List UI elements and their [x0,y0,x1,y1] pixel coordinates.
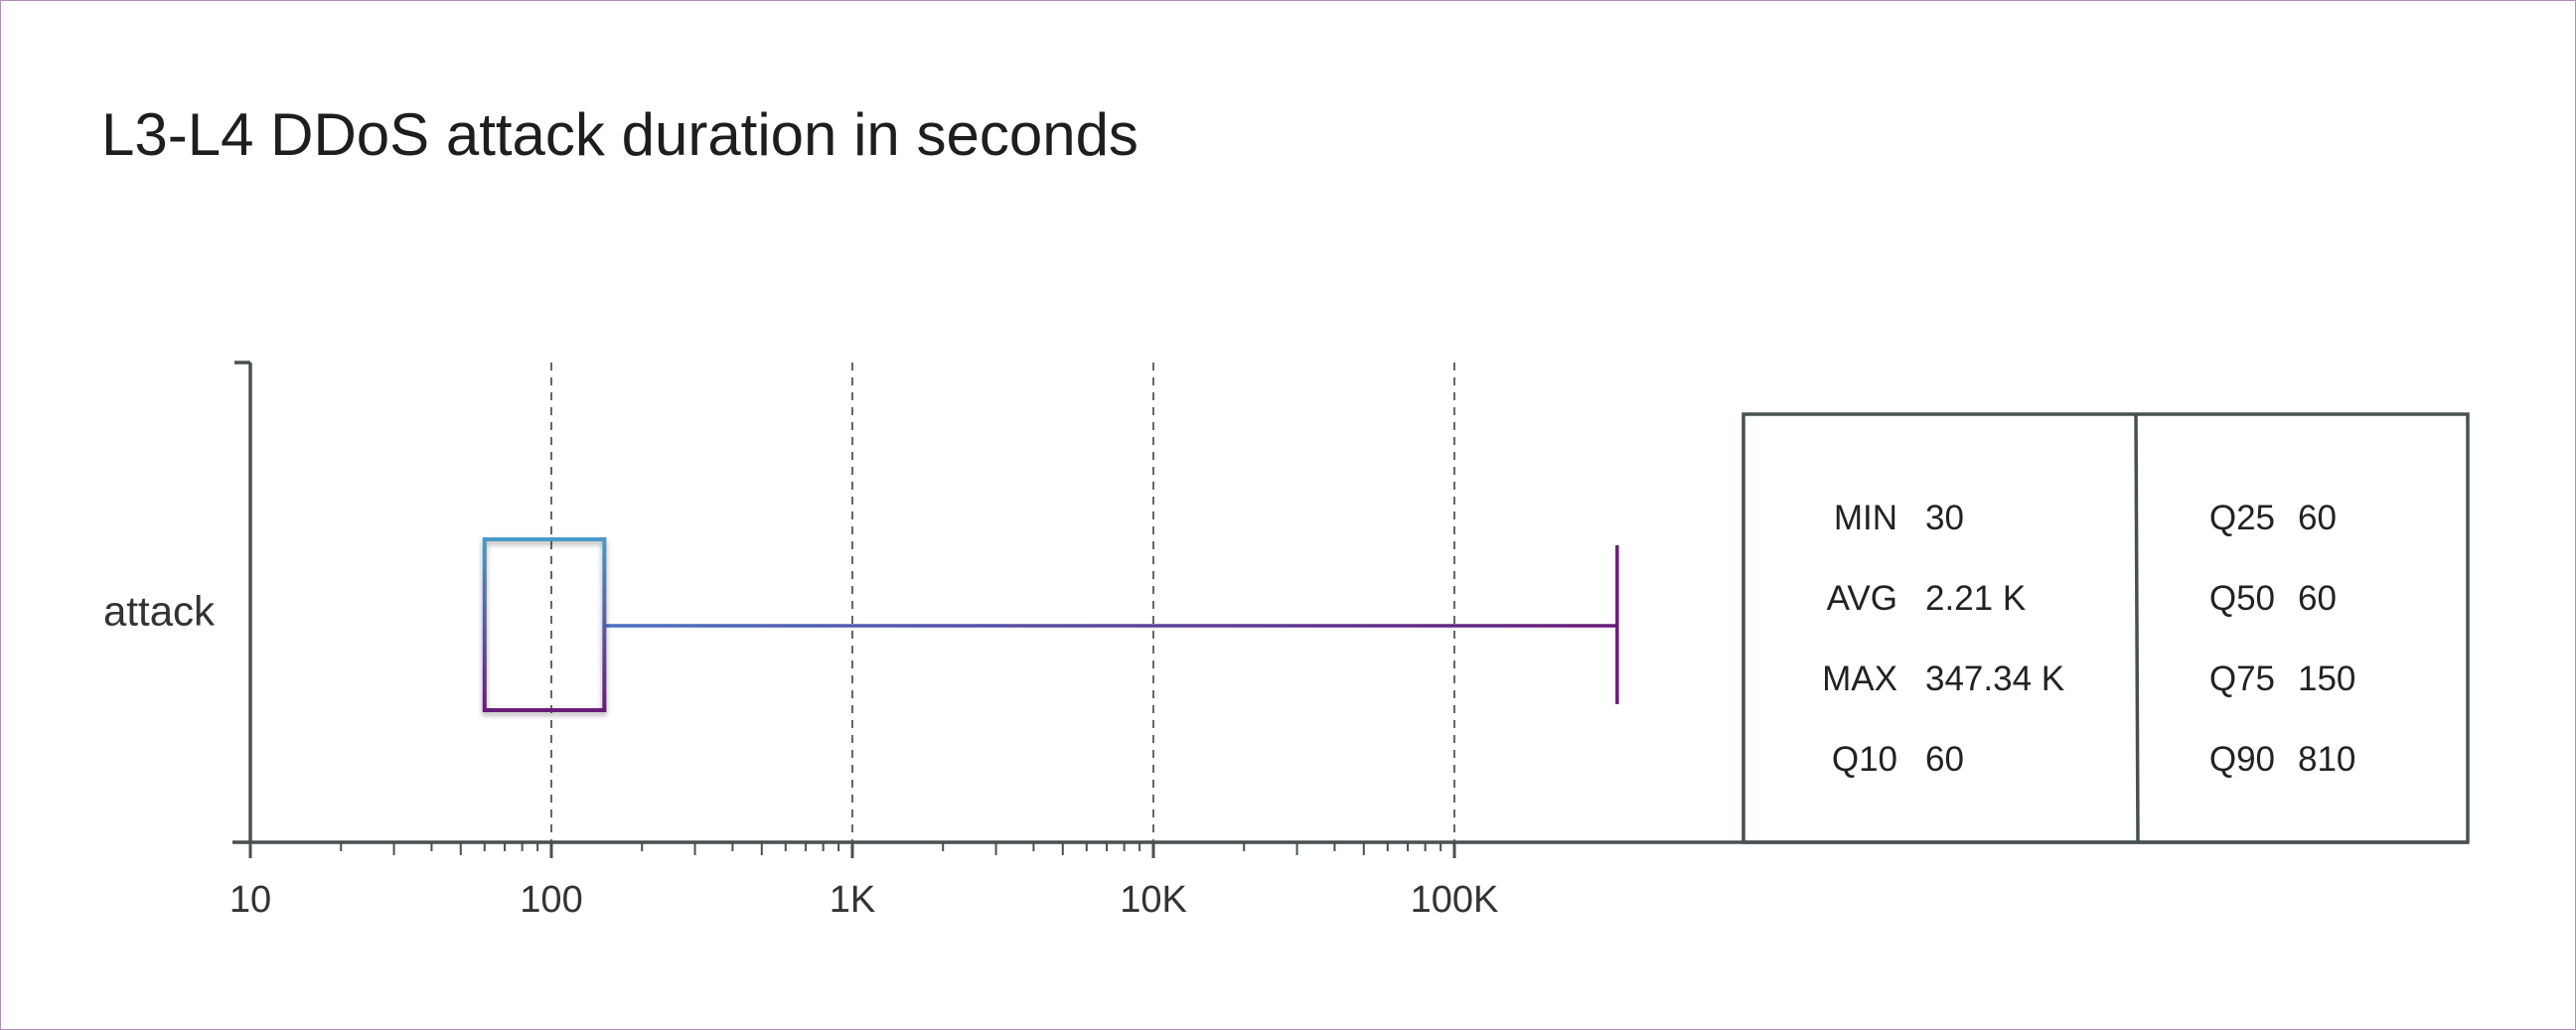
x-tick-labels: 10 100 1K 10K 100K [229,879,1499,921]
stat-value: 60 [2298,499,2337,537]
stat-label: Q90 [2209,740,2275,779]
stat-value: 150 [2298,660,2355,698]
category-label: attack [103,588,216,635]
category-labels: attack [103,588,216,635]
stat-value: 60 [2298,579,2337,618]
x-tick-label: 100K [1411,879,1499,921]
stat-label: Q25 [2209,499,2275,537]
stat-label: MAX [1822,660,1897,698]
x-ticks [248,842,1456,858]
x-tick-label: 1K [830,879,875,921]
stat-value: 2.21 K [1925,579,2026,618]
stat-label: AVG [1827,579,1897,618]
stat-label: Q10 [1832,740,1897,779]
x-tick-label: 100 [520,879,582,921]
stat-value: 30 [1925,499,1964,537]
stats-table-divider [2134,413,2140,843]
chart-title: L3-L4 DDoS attack duration in seconds [101,101,1138,168]
stat-value: 60 [1925,740,1964,779]
stats-table: MIN 30 AVG 2.21 K MAX 347.34 K Q10 60 Q25 60 Q50 60… [1742,412,2470,844]
x-tick-label: 10 [229,879,271,921]
boxplot-series [482,537,1619,712]
stat-value: 347.34 K [1925,660,2064,698]
stat-label: Q50 [2209,579,2275,618]
gridlines [550,363,1455,842]
stat-label: Q75 [2209,660,2275,698]
stats-table-border [1742,412,2470,844]
stat-label: MIN [1834,499,1897,537]
stat-value: 810 [2298,740,2355,779]
box-iqr [482,537,607,712]
x-tick-label: 10K [1120,879,1187,921]
